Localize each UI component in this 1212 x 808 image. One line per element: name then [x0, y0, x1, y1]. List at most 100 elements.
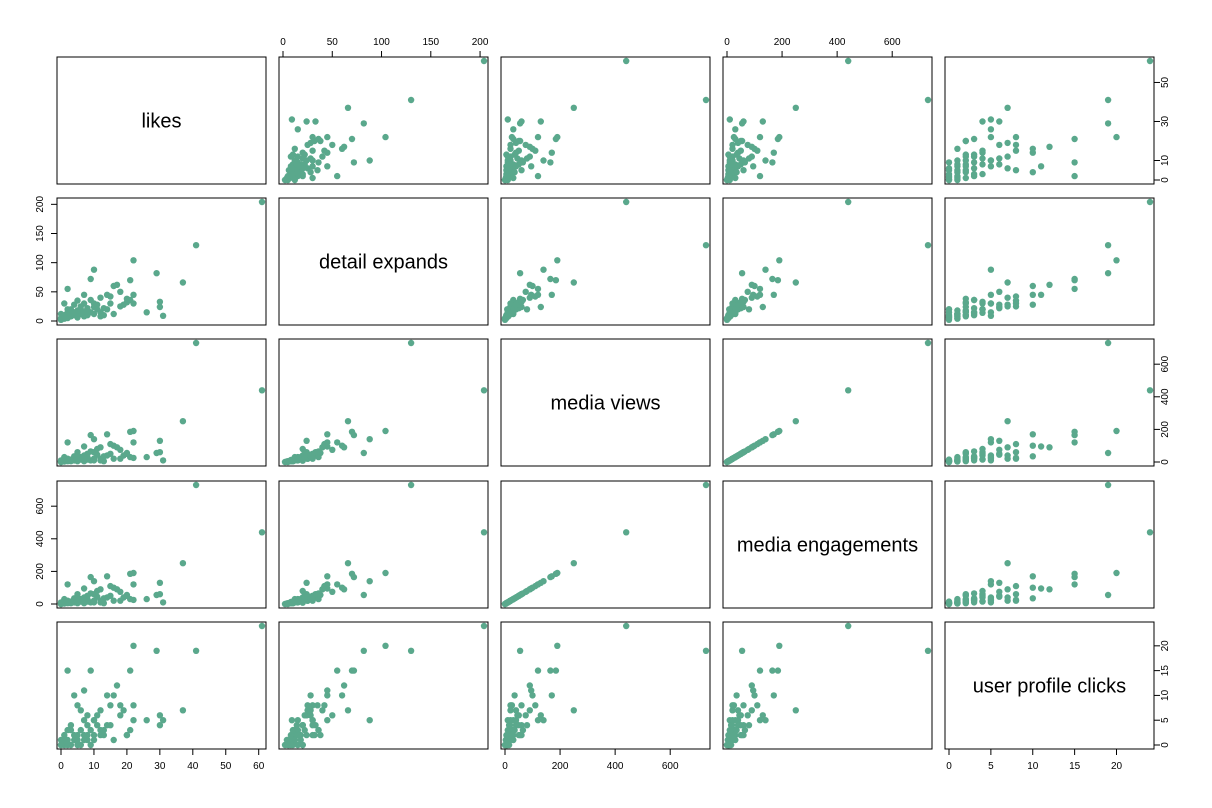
data-point	[769, 159, 776, 166]
panel-1-2	[278, 56, 489, 185]
data-point	[845, 57, 852, 65]
data-point	[750, 687, 757, 694]
data-point	[954, 145, 961, 152]
tick-label: 400	[1160, 388, 1171, 405]
data-point	[61, 731, 68, 739]
data-point	[996, 118, 1003, 125]
data-point	[90, 455, 98, 462]
data-point	[1012, 454, 1020, 462]
data-point	[548, 291, 555, 298]
data-point	[745, 306, 753, 313]
data-point	[100, 305, 108, 312]
data-point	[507, 707, 514, 714]
data-point	[792, 418, 799, 425]
data-point	[301, 726, 308, 734]
data-point	[1004, 165, 1011, 172]
data-point	[1029, 584, 1037, 591]
data-point	[309, 174, 316, 182]
data-point	[64, 581, 71, 588]
data-point	[534, 172, 542, 180]
tick-label: 0	[946, 761, 952, 772]
data-point	[1146, 387, 1154, 394]
data-point	[1113, 569, 1120, 577]
tick-label: 400	[829, 37, 846, 48]
data-point	[516, 647, 524, 654]
data-point	[130, 642, 137, 649]
data-point	[507, 300, 514, 307]
data-point	[382, 642, 389, 649]
data-point	[996, 288, 1003, 295]
data-point	[97, 294, 104, 301]
data-point	[294, 126, 301, 133]
data-point	[67, 722, 75, 729]
data-point	[84, 309, 91, 316]
data-point	[1037, 443, 1045, 450]
tick-label: 600	[884, 37, 901, 48]
data-point	[90, 597, 98, 604]
panel-5-2	[278, 621, 489, 750]
data-point	[319, 444, 326, 451]
data-point	[769, 667, 776, 674]
data-point	[288, 116, 296, 123]
data-point	[110, 692, 117, 699]
data-point	[845, 198, 852, 206]
data-point	[1012, 582, 1020, 590]
data-point	[344, 418, 352, 425]
panel-frame	[944, 197, 1155, 326]
data-point	[518, 702, 525, 709]
data-point	[523, 155, 531, 162]
data-point	[1046, 143, 1053, 150]
data-point	[702, 647, 710, 654]
data-point	[324, 585, 331, 592]
data-point	[511, 692, 518, 699]
data-point	[979, 300, 986, 307]
data-point	[732, 126, 739, 133]
data-point	[962, 303, 969, 311]
data-point	[156, 579, 164, 586]
data-point	[740, 167, 747, 174]
data-point	[508, 133, 516, 141]
data-point	[970, 135, 978, 143]
data-point	[1012, 449, 1020, 456]
data-point	[507, 145, 514, 152]
data-point	[1071, 275, 1078, 283]
panel-5-1	[56, 621, 267, 750]
tick-label: 200	[1160, 421, 1171, 438]
data-point	[110, 310, 117, 318]
data-point	[769, 431, 776, 439]
data-point	[1146, 529, 1154, 536]
panel-frame	[278, 480, 489, 609]
data-point	[94, 712, 101, 719]
data-point	[324, 443, 331, 450]
data-point	[179, 707, 187, 714]
data-point	[324, 573, 331, 580]
data-point	[480, 622, 488, 630]
data-point	[84, 722, 91, 729]
panel-frame	[56, 480, 267, 609]
data-point	[1012, 596, 1020, 604]
data-point	[117, 712, 124, 719]
data-point	[303, 437, 310, 444]
data-point	[962, 163, 969, 170]
data-point	[329, 446, 336, 453]
data-point	[61, 300, 68, 307]
data-point	[1071, 573, 1078, 581]
tick-label: 5	[1160, 717, 1171, 723]
data-point	[1104, 591, 1112, 599]
data-point	[529, 282, 536, 290]
panel-frame	[722, 621, 933, 750]
data-point	[724, 174, 731, 182]
data-point	[319, 707, 326, 714]
data-point	[159, 312, 167, 319]
data-point	[515, 147, 522, 154]
data-point	[324, 431, 331, 438]
data-point	[534, 133, 542, 141]
data-point	[324, 163, 331, 170]
data-point	[110, 597, 117, 604]
data-point	[1071, 159, 1078, 166]
data-point	[348, 135, 356, 143]
data-point	[962, 295, 969, 302]
data-point	[528, 585, 535, 592]
data-point	[996, 437, 1003, 444]
data-point	[510, 126, 517, 133]
